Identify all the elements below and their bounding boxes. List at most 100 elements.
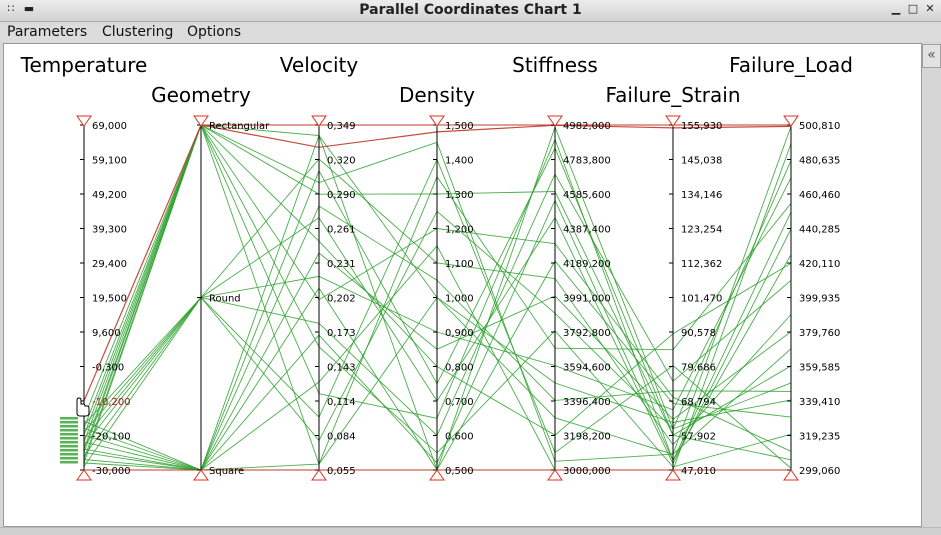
- tick-label: 1,400: [445, 156, 474, 167]
- tick-label: 90,578: [681, 328, 716, 339]
- record-label-mark: [60, 457, 78, 460]
- tick-label: 0,114: [327, 397, 356, 408]
- tick-label: 3000,000: [563, 466, 611, 477]
- tick-label: 3594,600: [563, 363, 611, 374]
- tick-label: 460,460: [799, 190, 840, 201]
- upper-filter-handle[interactable]: [665, 115, 681, 127]
- tick-label: 379,760: [799, 328, 840, 339]
- menu-bar: Parameters Clustering Options: [0, 22, 941, 42]
- tick-label: 4387,400: [563, 225, 611, 236]
- tick-label: 3198,200: [563, 432, 611, 443]
- tick-label: 0,173: [327, 328, 356, 339]
- tick-label: 39,300: [92, 225, 127, 236]
- tick-label: Rectangular: [209, 121, 270, 132]
- tick-label: 3991,000: [563, 294, 611, 305]
- upper-filter-handle[interactable]: [311, 115, 327, 127]
- tick-label: 155,930: [681, 121, 722, 132]
- tick-label: 500,810: [799, 121, 840, 132]
- tick-label: 0,320: [327, 156, 356, 167]
- title-bar: ∷ ▬ Parallel Coordinates Chart 1 ▁ □ ✕: [0, 0, 941, 22]
- tick-label: 112,362: [681, 259, 722, 270]
- tick-label: 480,635: [799, 156, 840, 167]
- record-label-mark: [60, 461, 78, 464]
- tick-label: 1,000: [445, 294, 474, 305]
- tick-label: 123,254: [681, 225, 722, 236]
- status-bar: [0, 527, 941, 535]
- tick-label: 0,055: [327, 466, 356, 477]
- record-label-mark: [60, 421, 78, 424]
- tick-label: 0,290: [327, 190, 356, 201]
- window-title: Parallel Coordinates Chart 1: [359, 2, 582, 18]
- tick-label: 0,700: [445, 397, 474, 408]
- lower-filter-handle[interactable]: [665, 469, 681, 481]
- upper-filter-handle[interactable]: [429, 115, 445, 127]
- tick-label: 47,010: [681, 466, 716, 477]
- lower-filter-handle[interactable]: [76, 469, 92, 481]
- window-menu-icon[interactable]: ▬: [23, 2, 35, 15]
- record-label-mark: [60, 453, 78, 456]
- tick-label: 299,060: [799, 466, 840, 477]
- tick-label: 4783,800: [563, 156, 611, 167]
- tick-label: 0,202: [327, 294, 356, 305]
- tick-label: 440,285: [799, 225, 840, 236]
- minimize-icon[interactable]: ▁: [891, 2, 901, 15]
- tick-label: 101,470: [681, 294, 722, 305]
- tick-label: 0,500: [445, 466, 474, 477]
- tick-label: 1,100: [445, 259, 474, 270]
- tick-label: Square: [209, 466, 244, 477]
- upper-filter-handle[interactable]: [783, 115, 799, 127]
- tick-label: 4982,000: [563, 121, 611, 132]
- record-label-mark: [60, 445, 78, 448]
- axis-title-geometry: Geometry: [151, 83, 251, 107]
- tick-label: 79,686: [681, 363, 716, 374]
- tick-label: 4189,200: [563, 259, 611, 270]
- lower-filter-handle[interactable]: [547, 469, 563, 481]
- tick-label: 0,261: [327, 225, 356, 236]
- highlighted-value-label: -10,200: [92, 397, 131, 408]
- tick-label: -10,200: [92, 397, 131, 408]
- tick-label: 145,038: [681, 156, 722, 167]
- close-icon[interactable]: ✕: [925, 2, 935, 15]
- maximize-icon[interactable]: □: [907, 2, 919, 15]
- lower-filter-handle[interactable]: [429, 469, 445, 481]
- menu-parameters[interactable]: Parameters: [7, 24, 88, 40]
- tick-label: Round: [209, 294, 241, 305]
- menu-clustering[interactable]: Clustering: [102, 24, 174, 40]
- tick-label: 57,902: [681, 432, 716, 443]
- tick-label: 399,935: [799, 294, 840, 305]
- upper-filter-handle[interactable]: [547, 115, 563, 127]
- lower-filter-handle[interactable]: [783, 469, 799, 481]
- tick-label: 1,200: [445, 225, 474, 236]
- lower-filter-handle[interactable]: [193, 469, 209, 481]
- menu-options[interactable]: Options: [187, 24, 242, 40]
- tick-label: 1,500: [445, 121, 474, 132]
- tick-label: 0,084: [327, 432, 356, 443]
- tick-label: 0,349: [327, 121, 356, 132]
- tick-label: 68,794: [681, 397, 716, 408]
- tick-label: 49,200: [92, 190, 127, 201]
- tick-label: 3792,800: [563, 328, 611, 339]
- lower-filter-handle[interactable]: [311, 469, 327, 481]
- tick-label: 134,146: [681, 190, 722, 201]
- axis-title-temperature: Temperature: [20, 53, 148, 77]
- double-chevron-left-icon[interactable]: «: [922, 44, 941, 68]
- record-label-mark: [60, 449, 78, 452]
- tick-label: 69,000: [92, 121, 127, 132]
- tick-label: 3396,400: [563, 397, 611, 408]
- tick-label: 319,235: [799, 432, 840, 443]
- tick-label: 0,800: [445, 363, 474, 374]
- record-label-mark: [60, 441, 78, 444]
- record-label-mark: [60, 437, 78, 440]
- tick-label: 19,500: [92, 294, 127, 305]
- tick-label: 1,300: [445, 190, 474, 201]
- upper-filter-handle[interactable]: [193, 115, 209, 127]
- tick-label: 0,143: [327, 363, 356, 374]
- axis-title-failure_load: Failure_Load: [729, 53, 853, 77]
- record-label-mark: [60, 425, 78, 428]
- parallel-coordinates-chart[interactable]: Temperature 69,000 59,100 49,200 39,300 29,40…: [4, 44, 921, 526]
- axis-title-density: Density: [399, 83, 475, 107]
- upper-filter-handle[interactable]: [76, 115, 92, 127]
- hand-cursor-icon: [76, 397, 90, 417]
- chart-panel: Temperature 69,000 59,100 49,200 39,300 29,40…: [3, 43, 922, 527]
- grip-dots-icon[interactable]: ∷: [7, 2, 15, 15]
